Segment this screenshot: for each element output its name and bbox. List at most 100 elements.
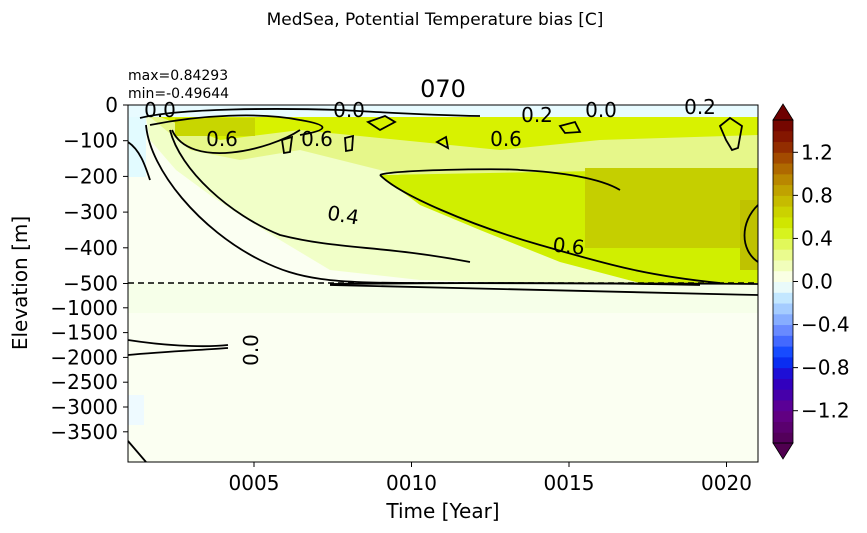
contour-line [149, 114, 324, 136]
stat-min: min=-0.49644 [128, 86, 229, 102]
colorbar-segment [773, 120, 793, 132]
colorbar-segment [773, 378, 793, 390]
x-tick-label: 0020 [701, 471, 752, 495]
contour-label: 0.2 [684, 95, 716, 119]
colorbar-segment [773, 152, 793, 164]
y-tick-label: −200 [63, 164, 118, 188]
contour-line [435, 135, 450, 150]
x-tick-label: 0015 [544, 471, 595, 495]
x-axis: 0005 0010 0015 0020 [229, 462, 752, 495]
contour-line [718, 116, 743, 152]
colorbar-tick-label: −1.2 [801, 399, 850, 423]
y-tick-label: −1500 [50, 321, 118, 345]
contour-label: 0.6 [552, 232, 586, 259]
contour-label: 0.4 [325, 201, 360, 230]
contour-label: 0.6 [206, 127, 238, 151]
contour-line [127, 141, 151, 181]
y-tick-label: −3000 [50, 395, 118, 419]
colorbar-segment [773, 206, 793, 218]
contour-label: 0.6 [490, 127, 522, 151]
colorbar-segment [773, 292, 793, 304]
contour-label: 0.0 [239, 334, 263, 366]
contour-line [169, 129, 471, 263]
colorbar-segment [773, 259, 793, 272]
y-tick-label: −400 [63, 236, 118, 260]
colorbar-segment [773, 303, 793, 315]
contour-line [558, 120, 582, 134]
y-tick-label: −2500 [50, 370, 118, 394]
contour-line [344, 134, 354, 153]
colorbar-segment [773, 163, 793, 175]
warm-core-deep [585, 168, 758, 248]
x-axis-label: Time [Year] [385, 499, 499, 523]
colorbar-segment [773, 281, 793, 293]
y-tick-label: 0 [105, 93, 118, 117]
contour-label: 0.2 [521, 103, 553, 127]
colorbar-segment [773, 249, 793, 261]
colorbar-segment [773, 313, 793, 326]
y-tick-label: −3500 [50, 420, 118, 444]
colorbar-segment [773, 356, 793, 369]
contour-line [127, 339, 229, 348]
colorbar-segment [773, 141, 793, 153]
y-tick-label: −1000 [50, 296, 118, 320]
warm-patch-early [175, 118, 255, 136]
colorbar-segment [773, 421, 793, 433]
contour-label: 0.0 [585, 98, 617, 122]
colorbar-segment [773, 238, 793, 250]
colorbar-segment [773, 216, 793, 229]
stat-max: max=0.84293 [128, 68, 228, 84]
contour-line [280, 135, 294, 155]
colorbar-segment [773, 432, 793, 444]
figure-suptitle: MedSea, Potential Temperature bias [C] [267, 10, 604, 30]
contour-line [379, 174, 721, 284]
y-tick-label: −2000 [50, 345, 118, 369]
colorbar-segment [773, 195, 793, 207]
contour-lines [127, 108, 759, 463]
colorbar-tick-label: −0.8 [801, 356, 850, 380]
contour-label: 0.0 [144, 98, 176, 122]
x-tick-label: 0005 [229, 471, 280, 495]
y-axis: 0 −100 −200 −300 −400 −500−1000−1500−2000−250… [50, 93, 128, 444]
plot-title: 070 [420, 75, 466, 103]
colorbar-segment [773, 389, 793, 401]
colorbar-segment [773, 227, 793, 239]
x-tick-label: 0010 [386, 471, 437, 495]
colorbar-segment [773, 346, 793, 358]
colorbar-extend-min [772, 442, 794, 460]
colorbar-tick-label: −0.4 [801, 313, 850, 337]
colorbar-segment [773, 173, 793, 186]
contour-line [379, 168, 621, 191]
colorbar-segment [773, 130, 793, 143]
contour-line [366, 115, 397, 132]
contour-line [171, 129, 301, 154]
contour-line [127, 440, 147, 463]
colorbar-segment [773, 184, 793, 196]
early-cool-patch [128, 117, 146, 177]
edge-max [740, 200, 758, 270]
warm-band-upper [160, 117, 758, 150]
colorbar-tick-label: 1.2 [801, 140, 833, 164]
y-tick-label: −300 [63, 200, 118, 224]
colorbar-segment [773, 270, 793, 282]
colorbar-segment [773, 324, 793, 336]
colorbar-tick-label: 0.4 [801, 226, 833, 250]
y-tick-label: −500 [63, 272, 118, 296]
contour-line [329, 284, 759, 296]
contour-label: 0.0 [333, 98, 365, 122]
deep-cool-patch [128, 395, 144, 425]
colorbar-extend-max [772, 103, 794, 121]
colorbar-segment [773, 399, 793, 412]
surface-cool-band [128, 105, 758, 117]
colorbar-tick-label: 0.8 [801, 183, 833, 207]
contour-line [139, 108, 481, 119]
colorbar-segment [773, 410, 793, 422]
plot-area: 0.0 0.0 0.2 0.0 0.2 0.6 0.6 0.6 0.4 0.6 … [127, 95, 759, 463]
colorbar-tick-label: 0.0 [801, 270, 833, 294]
colorbar: 1.2 0.8 0.4 0.0 −0.4 −0.8 −1.2 [772, 103, 850, 460]
colorbar-segment [773, 367, 793, 379]
y-tick-label: −100 [63, 129, 118, 153]
y-axis-label: Elevation [m] [8, 216, 32, 350]
contour-line [127, 347, 229, 356]
